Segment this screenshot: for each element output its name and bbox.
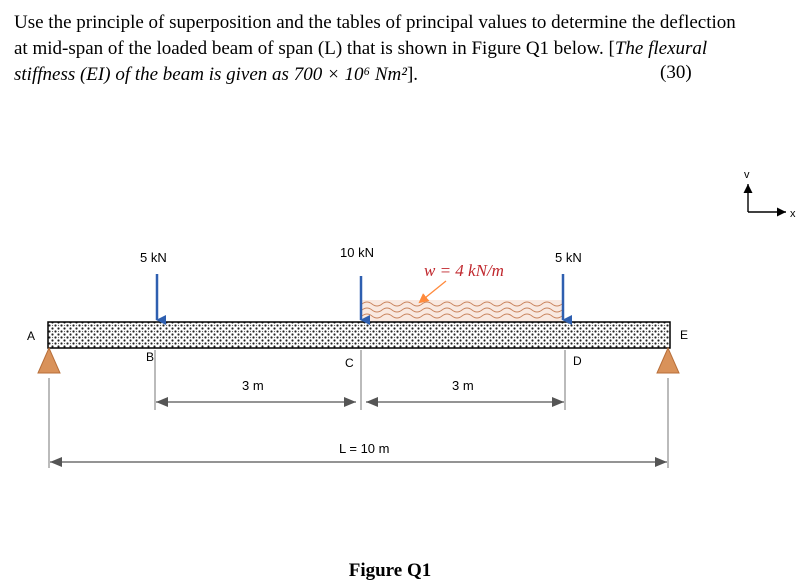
question-line-3: stiffness (EI) of the beam is given as 7…	[14, 62, 774, 88]
udl-pointer	[418, 280, 447, 304]
question-line-2-italic: The flexural	[614, 38, 708, 59]
udl-label: w = 4 kN/m	[424, 261, 504, 280]
dim-label-cd: 3 m	[452, 378, 474, 393]
point-label-e: E	[680, 328, 688, 342]
udl-background	[362, 300, 562, 322]
udl-wave-1	[361, 301, 563, 307]
flexural-stiffness-value: 700 × 10⁶ Nm²	[293, 64, 407, 85]
load-label-c: 10 kN	[340, 245, 374, 260]
figure-caption: Figure Q1	[348, 560, 432, 581]
udl-zone	[361, 300, 563, 322]
extension-lines	[48, 350, 669, 468]
question-line-3-italic: stiffness (EI) of the beam is given as	[14, 64, 294, 85]
load-label-d: 5 kN	[555, 250, 582, 265]
question-line-2: at mid-span of the loaded beam of span (…	[14, 36, 774, 62]
beam	[47, 321, 671, 349]
question-marks: (30)	[660, 62, 692, 83]
support-e	[656, 346, 680, 374]
point-label-a: A	[27, 329, 35, 343]
load-label-b: 5 kN	[140, 250, 167, 265]
v-axis-label: v	[744, 169, 750, 181]
dim-label-bc: 3 m	[242, 378, 264, 393]
x-axis-label: x	[790, 208, 796, 220]
beam-figure: v x 5 kN 10 kN 5 kN w = 4 kN/m A B C D E…	[27, 169, 796, 468]
question-text: Use the principle of superposition and t…	[14, 10, 774, 88]
udl-wave-3	[361, 313, 563, 319]
coordinate-axes: v x	[743, 169, 796, 220]
point-label-d: D	[573, 354, 582, 368]
point-label-b: B	[146, 350, 154, 364]
dim-label-span: L = 10 m	[339, 441, 389, 456]
question-line-2-main: at mid-span of the loaded beam of span (…	[14, 38, 615, 59]
question-line-1: Use the principle of superposition and t…	[14, 12, 736, 33]
udl-wave-2	[361, 307, 563, 313]
question-line-3-end: ].	[406, 64, 419, 85]
point-label-c: C	[345, 356, 354, 370]
support-a	[37, 346, 61, 374]
